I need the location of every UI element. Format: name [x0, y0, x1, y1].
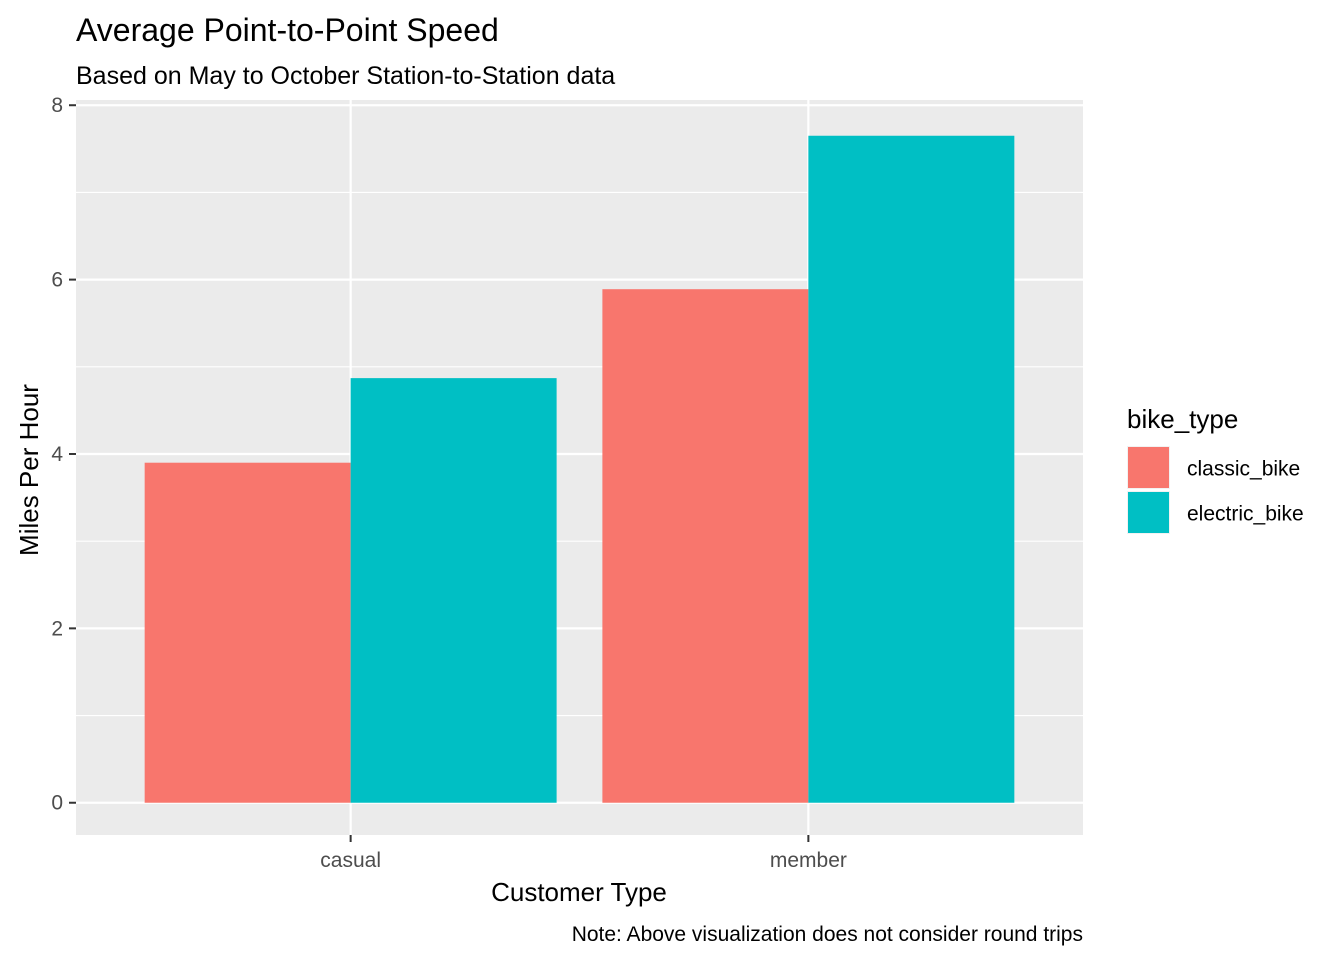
x-axis: casual member	[320, 835, 847, 872]
y-tick-label: 2	[51, 617, 63, 640]
bars	[144, 135, 1015, 803]
bar-member-classic_bike	[602, 289, 809, 803]
x-tick-label: casual	[320, 849, 381, 872]
y-tick-label: 0	[51, 792, 63, 815]
legend-key-classic_bike	[1128, 447, 1169, 488]
chart-title: Average Point-to-Point Speed	[76, 12, 499, 48]
x-axis-title: Customer Type	[491, 877, 667, 907]
chart-subtitle: Based on May to October Station-to-Stati…	[76, 62, 615, 90]
y-tick-label: 4	[51, 443, 63, 466]
y-axis-title: Miles Per Hour	[14, 384, 44, 556]
y-tick-label: 6	[51, 269, 63, 292]
y-tick-label: 8	[51, 94, 63, 117]
legend: bike_type classic_bike electric_bike	[1127, 404, 1304, 534]
legend-title: bike_type	[1127, 404, 1238, 434]
bar-casual-classic_bike	[144, 462, 351, 803]
bar-member-electric_bike	[808, 135, 1015, 803]
bar-casual-electric_bike	[350, 378, 557, 803]
x-tick-label: member	[770, 849, 847, 872]
legend-items: classic_bike electric_bike	[1127, 446, 1304, 534]
y-axis: 0 2 4 6 8	[51, 94, 76, 815]
legend-label: electric_bike	[1187, 503, 1304, 526]
chart-caption: Note: Above visualization does not consi…	[572, 923, 1083, 946]
legend-key-electric_bike	[1128, 492, 1169, 533]
legend-label: classic_bike	[1187, 458, 1300, 481]
